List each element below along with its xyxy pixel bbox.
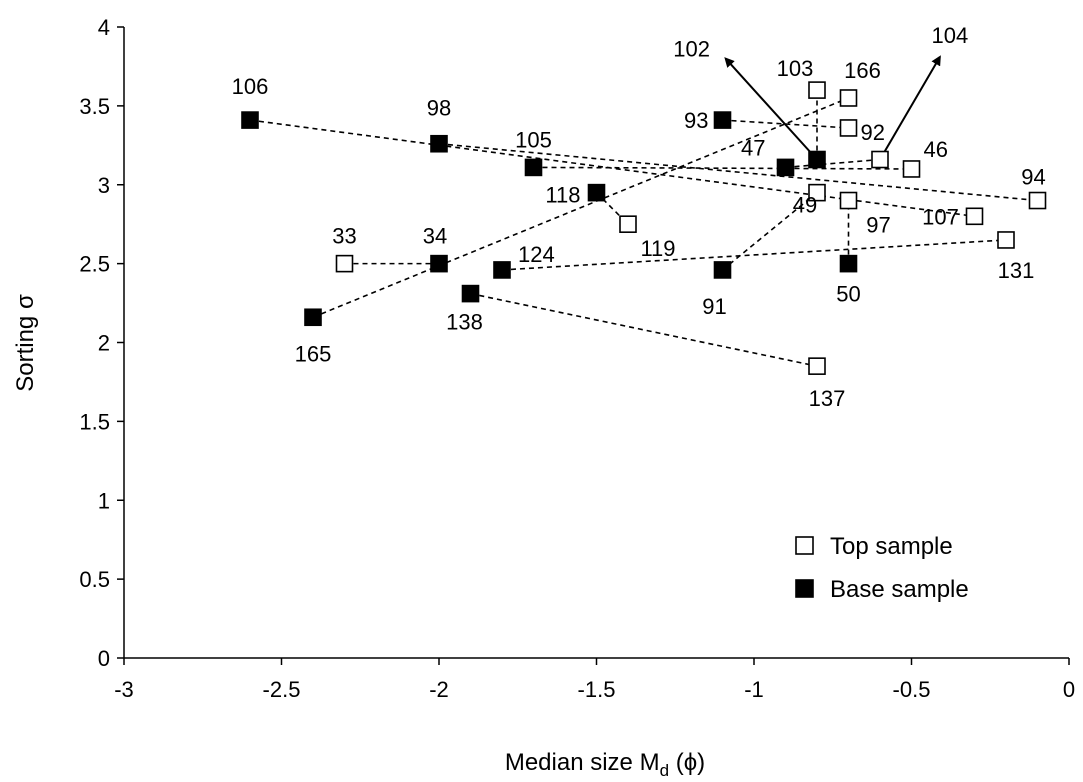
x-tick-label: -1 [744, 677, 764, 702]
point-labels: 33 119 103 166 92 46 49 97 107 94 131 137 106 98 105 11… [232, 23, 1046, 411]
top-point-94 [1028, 191, 1047, 210]
arrow-label-104: 104 [931, 23, 968, 48]
y-tick-label: 2 [98, 331, 110, 356]
axes: -3 -2.5 -2 -1.5 -1 -0.5 0 0 0.5 1 1.5 2 2.5 3 3.5 4 [79, 15, 1075, 702]
x-tick-label: -2.5 [263, 677, 301, 702]
point-label-118: 118 [545, 183, 580, 208]
point-label-137: 137 [809, 386, 846, 411]
top-point-49 [808, 183, 826, 202]
y-tick-label: 3 [98, 173, 110, 198]
point-label-103: 103 [777, 56, 814, 81]
point-label-47: 47 [741, 135, 765, 160]
point-label-138: 138 [446, 310, 483, 335]
legend-label-base: Base sample [830, 576, 969, 603]
top-point-104 [871, 150, 889, 169]
legend-label-top: Top sample [830, 533, 953, 560]
point-label-34: 34 [423, 224, 447, 249]
connection-line [785, 158, 881, 169]
arrow-102 [724, 57, 818, 161]
top-point-107 [965, 207, 984, 226]
top-point-97 [839, 191, 858, 210]
top-point-119 [619, 215, 637, 233]
x-tick-label: 0 [1063, 677, 1075, 702]
point-label-33: 33 [332, 224, 356, 249]
arrow-104 [879, 55, 941, 161]
point-label-106: 106 [232, 74, 269, 99]
y-tick-label: 1.5 [79, 409, 110, 434]
point-label-98: 98 [427, 96, 451, 121]
base-point-34 [430, 254, 448, 273]
y-tick-label: 2.5 [79, 252, 110, 277]
point-label-50: 50 [836, 282, 860, 307]
point-label-119: 119 [640, 236, 675, 261]
connection-line [249, 119, 975, 218]
x-tick-label: -1.5 [578, 677, 616, 702]
top-point-103 [808, 81, 826, 99]
axis-titles: Median size Md (ϕ) Sorting σ [12, 294, 705, 780]
trend-arrows [724, 55, 941, 161]
legend-marker-top [795, 536, 814, 555]
point-label-94: 94 [1021, 165, 1045, 190]
x-tick-label: -0.5 [893, 677, 931, 702]
base-point-106 [241, 111, 259, 129]
connection-line [721, 192, 818, 271]
base-point-105 [524, 158, 543, 177]
base-point-91 [713, 261, 732, 279]
top-point-33 [335, 254, 354, 273]
point-label-46: 46 [924, 137, 948, 162]
base-point-98 [430, 134, 448, 153]
legend-marker-base [795, 579, 814, 598]
point-label-49: 49 [793, 193, 817, 218]
point-label-166: 166 [844, 58, 881, 83]
point-label-131: 131 [998, 258, 1035, 283]
point-label-105: 105 [515, 127, 552, 152]
base-point-93 [713, 111, 732, 129]
point-label-165: 165 [295, 341, 332, 366]
top-point-131 [997, 231, 1015, 249]
connection-line [470, 292, 818, 367]
connection-lines [249, 90, 1038, 367]
x-axis-title: Median size Md (ϕ) [505, 749, 705, 780]
y-axis-title: Sorting σ [12, 294, 39, 392]
y-tick-label: 0 [98, 646, 110, 671]
connection-line [533, 166, 912, 170]
y-tick-label: 3.5 [79, 94, 110, 119]
connection-line [438, 142, 1038, 202]
y-tick-label: 0.5 [79, 567, 110, 592]
point-label-107: 107 [922, 204, 959, 229]
top-point-137 [808, 357, 826, 375]
point-label-124: 124 [518, 242, 555, 267]
point-label-91: 91 [702, 294, 726, 319]
y-tick-label: 1 [98, 488, 110, 513]
arrow-label-102: 102 [673, 37, 710, 62]
point-label-93: 93 [684, 108, 708, 133]
x-tick-label: -3 [114, 677, 134, 702]
legend: Top sample Base sample [795, 533, 969, 603]
base-point-165 [304, 308, 322, 327]
base-point-124 [493, 261, 511, 279]
point-label-97: 97 [866, 213, 890, 238]
x-tick-label: -2 [429, 677, 449, 702]
base-point-102 [808, 150, 826, 169]
top-point-92 [839, 119, 858, 137]
base-point-47 [776, 158, 795, 177]
data-points [241, 81, 1047, 375]
base-point-50 [839, 254, 858, 273]
base-point-118 [587, 183, 606, 202]
connection-line [312, 97, 849, 319]
connection-line [501, 239, 1007, 271]
point-label-92: 92 [861, 120, 885, 145]
top-point-166 [839, 89, 858, 107]
base-point-138 [461, 284, 480, 303]
y-tick-label: 4 [98, 15, 110, 40]
top-point-46 [902, 160, 921, 178]
